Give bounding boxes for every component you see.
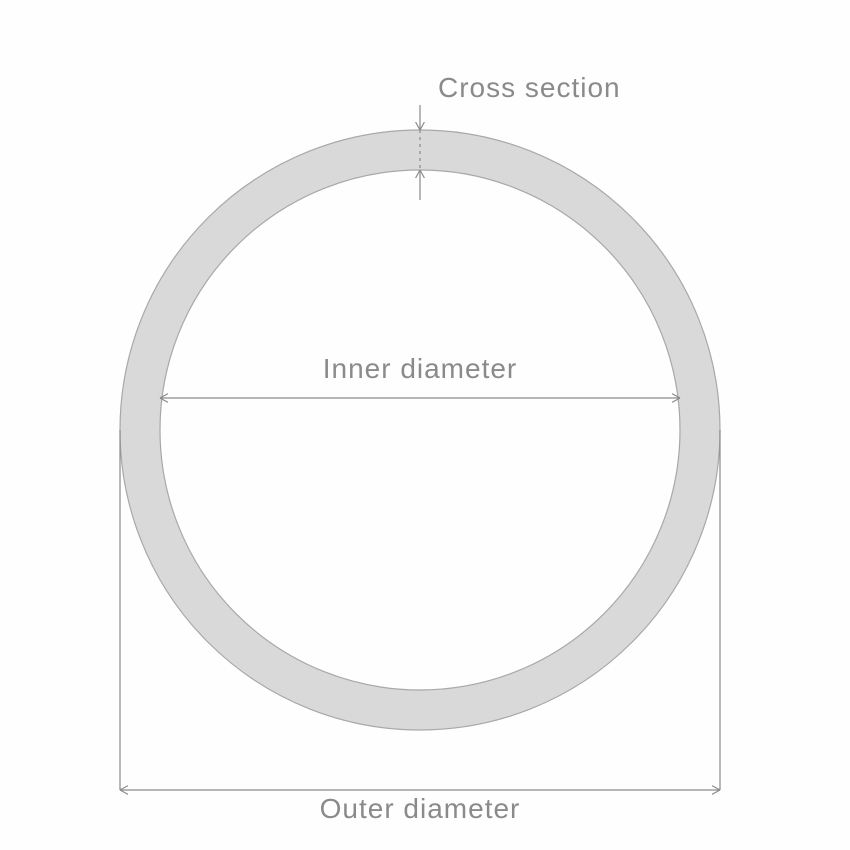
- outer-diameter-label: Outer diameter: [320, 793, 521, 824]
- cross-section-label: Cross section: [438, 72, 621, 103]
- ring-shape: [120, 130, 720, 730]
- ring-dimension-diagram: Cross section Inner diameter Outer diame…: [0, 0, 850, 850]
- inner-diameter-label: Inner diameter: [323, 353, 518, 384]
